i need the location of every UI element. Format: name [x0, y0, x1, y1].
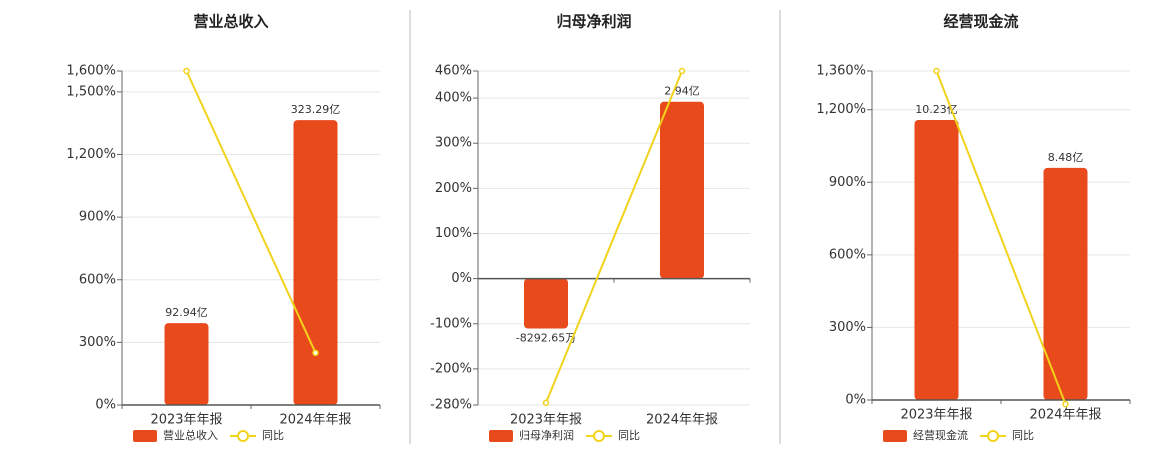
legend-label: 同比 [618, 429, 640, 442]
x-tick-label: 2024年年报 [646, 413, 718, 428]
yoy-point [933, 67, 940, 75]
legend-swatch [593, 430, 605, 442]
y-tick-label: 1,200% [66, 147, 116, 162]
y-tick-label: 900% [829, 175, 866, 190]
bar [164, 323, 209, 405]
chart-title: 归母净利润 [556, 13, 631, 31]
data-label: -8292.65万 [516, 332, 576, 345]
data-label: 92.94亿 [165, 306, 208, 319]
y-tick-label: 600% [79, 272, 116, 287]
yoy-point [183, 67, 190, 75]
x-tick-label: 2023年年报 [900, 408, 972, 423]
yoy-point [312, 349, 319, 357]
x-tick-label: 2023年年报 [150, 413, 222, 428]
legend-label: 同比 [262, 429, 284, 442]
y-tick-label: 0% [95, 398, 116, 413]
y-tick-label: 1,200% [816, 102, 866, 117]
y-tick-label: -100% [430, 316, 472, 331]
chart-title: 营业总收入 [193, 13, 268, 31]
x-tick-label: 2023年年报 [510, 413, 582, 428]
y-tick-label: 100% [435, 226, 472, 241]
y-tick-label: 300% [79, 335, 116, 350]
data-label: 10.23亿 [915, 103, 958, 116]
yoy-line [545, 70, 683, 404]
legend-swatch [987, 430, 999, 442]
y-tick-label: -280% [430, 398, 472, 413]
y-tick-label: 1,600% [66, 64, 116, 79]
bar [293, 120, 338, 405]
y-tick-label: -200% [430, 361, 472, 376]
y-tick-label: 1,360% [816, 64, 866, 79]
legend-label: 经营现金流 [913, 428, 968, 442]
bar [660, 101, 704, 279]
y-tick-label: 200% [435, 181, 472, 196]
y-tick-label: 0% [845, 393, 866, 408]
legend-swatch [883, 430, 907, 442]
legend-label: 营业总收入 [163, 428, 218, 442]
legend-label: 归母净利润 [519, 428, 574, 442]
yoy-point [542, 399, 550, 406]
bar [914, 119, 959, 401]
data-label: 8.48亿 [1048, 151, 1084, 164]
legend-swatch [489, 430, 513, 442]
bar [524, 278, 568, 329]
y-tick-label: 1,500% [66, 84, 116, 99]
y-tick-label: 460% [435, 64, 472, 79]
y-tick-label: 600% [829, 247, 866, 262]
yoy-point [678, 67, 686, 75]
legend-swatch [133, 430, 157, 442]
data-label: 323.29亿 [291, 103, 341, 116]
y-tick-label: 0% [451, 271, 472, 286]
yoy-point [1062, 400, 1069, 408]
legend-swatch [237, 430, 249, 442]
data-label: 2.94亿 [664, 85, 700, 98]
y-tick-label: 300% [435, 136, 472, 151]
bar [1043, 167, 1088, 400]
y-tick-label: 900% [79, 210, 116, 225]
yoy-line [185, 70, 317, 354]
chart-title: 经营现金流 [943, 13, 1018, 31]
x-tick-label: 2024年年报 [1029, 408, 1101, 423]
yoy-line [935, 70, 1067, 405]
y-tick-label: 400% [435, 91, 472, 106]
x-tick-label: 2024年年报 [279, 413, 351, 428]
y-tick-label: 300% [829, 320, 866, 335]
legend-label: 同比 [1012, 429, 1034, 442]
